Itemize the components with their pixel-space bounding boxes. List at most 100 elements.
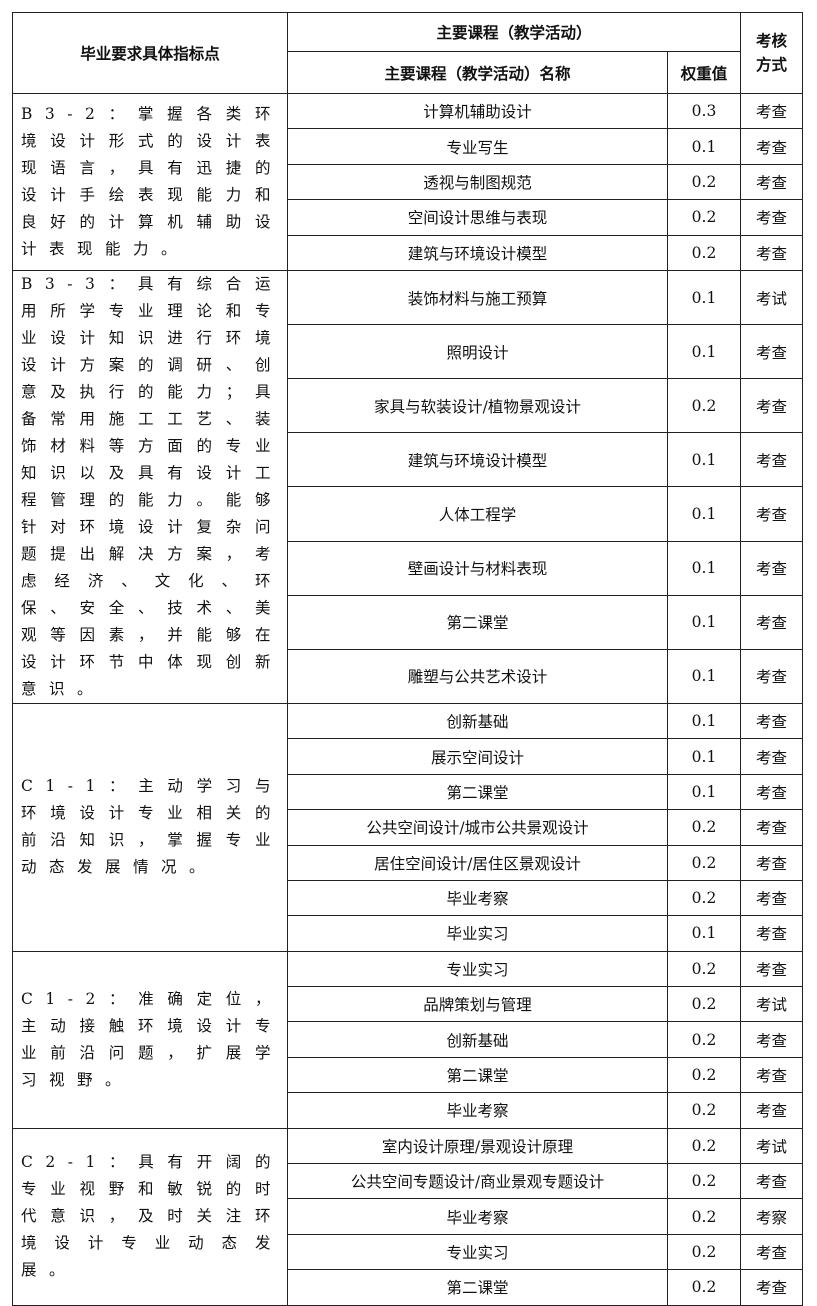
course-name-cell: 空间设计思维与表现 (287, 199, 668, 236)
assessment-cell: 考查 (740, 809, 804, 846)
header-courses-group: 主要课程（教学活动） (286, 12, 742, 52)
assessment-cell: 考查 (740, 844, 804, 881)
indicator-cell: C1-1：主动学习与环境设计专业相关的前沿知识，掌握专业动态发展情况。 (12, 702, 288, 952)
course-name-cell: 人体工程学 (287, 486, 668, 542)
weight-cell: 0.1 (666, 915, 742, 952)
course-name-cell: 雕塑与公共艺术设计 (287, 648, 668, 704)
assessment-cell: 考试 (740, 986, 804, 1023)
table-row: B3-3：具有综合运用所学专业理论和专业设计知识进行环境设计方案的调研、创意及执… (12, 269, 804, 704)
table-row: 透视与制图规范 0.2 考查 (13, 163, 804, 201)
assessment-cell: 考查 (740, 1233, 804, 1271)
table-row: 品牌策划与管理 0.2 考试 (13, 986, 804, 1023)
course-name-cell: 第二课堂 (287, 1269, 668, 1306)
weight-cell: 0.2 (666, 879, 742, 917)
table-row: 家具与软装设计/植物景观设计 0.2 考查 (13, 378, 804, 434)
assessment-cell: 考查 (740, 432, 804, 488)
indicator-cell: C1-2：准确定位，主动接触环境设计专业前沿问题，扩展学习视野。 (12, 950, 288, 1129)
assessment-cell: 考查 (740, 540, 804, 596)
course-name-cell: 室内设计原理/景观设计原理 (287, 1127, 668, 1165)
course-name-cell: 建筑与环境设计模型 (287, 432, 668, 488)
assessment-cell: 考查 (740, 234, 804, 271)
table-row: 人体工程学 0.1 考查 (13, 486, 804, 542)
header-weight: 权重值 (666, 51, 742, 94)
assessment-cell: 考查 (740, 128, 804, 165)
table-row: 创新基础 0.2 考查 (13, 1021, 804, 1058)
assessment-cell: 考查 (740, 702, 804, 740)
assessment-cell: 考查 (740, 378, 804, 434)
assessment-cell: 考察 (740, 1198, 804, 1235)
course-name-cell: 第二课堂 (287, 773, 668, 811)
course-name-cell: 创新基础 (287, 702, 668, 740)
course-name-cell: 计算机辅助设计 (287, 92, 668, 130)
table-row: 专业写生 0.1 考查 (13, 128, 804, 165)
course-name-cell: 公共空间设计/城市公共景观设计 (287, 809, 668, 846)
assessment-cell: 考查 (740, 648, 804, 704)
course-name-cell: 装饰材料与施工预算 (287, 269, 668, 326)
course-name-cell: 展示空间设计 (287, 738, 668, 775)
table-row: 毕业考察 0.2 考查 (13, 1092, 804, 1129)
assessment-cell: 考查 (740, 915, 804, 952)
weight-cell: 0.2 (666, 378, 742, 434)
weight-cell: 0.1 (666, 773, 742, 811)
assessment-cell: 考试 (740, 1127, 804, 1165)
table-row: C1-1：主动学习与环境设计专业相关的前沿知识，掌握专业动态发展情况。 创新基础 0… (12, 702, 804, 952)
weight-cell: 0.2 (666, 1092, 742, 1129)
weight-cell: 0.1 (666, 324, 742, 380)
weight-cell: 0.2 (666, 163, 742, 201)
assessment-cell: 考试 (740, 269, 804, 326)
header-assessment: 考核方式 (740, 12, 804, 94)
indicator-cell: C2-1：具有开阔的专业视野和敏锐的时代意识，及时关注环境设计专业动态发展。 (12, 1127, 288, 1306)
table-row: 建筑与环境设计模型 0.2 考查 (13, 234, 804, 271)
table-body: B3-2：掌握各类环境设计形式的设计表现语言，具有迅捷的设计手绘表现能力和良好的… (12, 92, 804, 1306)
table-row: B3-2：掌握各类环境设计形式的设计表现语言，具有迅捷的设计手绘表现能力和良好的… (12, 92, 804, 271)
course-name-cell: 专业实习 (287, 950, 668, 988)
course-name-cell: 透视与制图规范 (287, 163, 668, 201)
course-name-cell: 毕业考察 (287, 1198, 668, 1235)
assessment-cell: 考查 (740, 486, 804, 542)
course-name-cell: 公共空间专题设计/商业景观专题设计 (287, 1163, 668, 1200)
weight-cell: 0.2 (666, 234, 742, 271)
assessment-cell: 考查 (740, 92, 804, 130)
assessment-cell: 考查 (740, 1269, 804, 1306)
weight-cell: 0.1 (666, 540, 742, 596)
course-name-cell: 专业实习 (287, 1233, 668, 1271)
header-course-name: 主要课程（教学活动）名称 (287, 51, 668, 94)
weight-cell: 0.2 (666, 950, 742, 988)
header-indicator: 毕业要求具体指标点 (12, 12, 288, 94)
course-name-cell: 第二课堂 (287, 594, 668, 650)
course-matrix-table: 毕业要求具体指标点 主要课程（教学活动） 考核方式 主要课程（教学活动）名称 权… (12, 12, 804, 1306)
assessment-cell: 考查 (740, 879, 804, 917)
weight-cell: 0.1 (666, 432, 742, 488)
weight-cell: 0.2 (666, 1198, 742, 1235)
weight-cell: 0.2 (666, 199, 742, 236)
assessment-cell: 考查 (740, 1092, 804, 1129)
assessment-cell: 考查 (740, 773, 804, 811)
table-row: 雕塑与公共艺术设计 0.1 考查 (13, 648, 804, 704)
table-row: 公共空间设计/城市公共景观设计 0.2 考查 (13, 809, 804, 846)
weight-cell: 0.1 (666, 128, 742, 165)
table-row: C1-2：准确定位，主动接触环境设计专业前沿问题，扩展学习视野。 专业实习 0.2 考… (12, 950, 804, 1129)
assessment-cell: 考查 (740, 199, 804, 236)
course-name-cell: 毕业实习 (287, 915, 668, 952)
weight-cell: 0.2 (666, 1233, 742, 1271)
course-name-cell: 第二课堂 (287, 1056, 668, 1094)
course-name-cell: 专业写生 (287, 128, 668, 165)
weight-cell: 0.2 (666, 1269, 742, 1306)
table-row: 第二课堂 0.1 考查 (13, 594, 804, 650)
weight-cell: 0.2 (666, 1163, 742, 1200)
assessment-cell: 考查 (740, 1021, 804, 1058)
weight-cell: 0.1 (666, 648, 742, 704)
weight-cell: 0.2 (666, 1021, 742, 1058)
table-row: 建筑与环境设计模型 0.1 考查 (13, 432, 804, 488)
assessment-cell: 考查 (740, 738, 804, 775)
weight-cell: 0.2 (666, 986, 742, 1023)
course-name-cell: 创新基础 (287, 1021, 668, 1058)
table-row: C2-1：具有开阔的专业视野和敏锐的时代意识，及时关注环境设计专业动态发展。 室内… (12, 1127, 804, 1306)
assessment-cell: 考查 (740, 324, 804, 380)
weight-cell: 0.2 (666, 1056, 742, 1094)
weight-cell: 0.2 (666, 844, 742, 881)
assessment-cell: 考查 (740, 594, 804, 650)
table-row: 居住空间设计/居住区景观设计 0.2 考查 (13, 844, 804, 881)
weight-cell: 0.1 (666, 486, 742, 542)
indicator-cell: B3-2：掌握各类环境设计形式的设计表现语言，具有迅捷的设计手绘表现能力和良好的… (12, 93, 288, 271)
